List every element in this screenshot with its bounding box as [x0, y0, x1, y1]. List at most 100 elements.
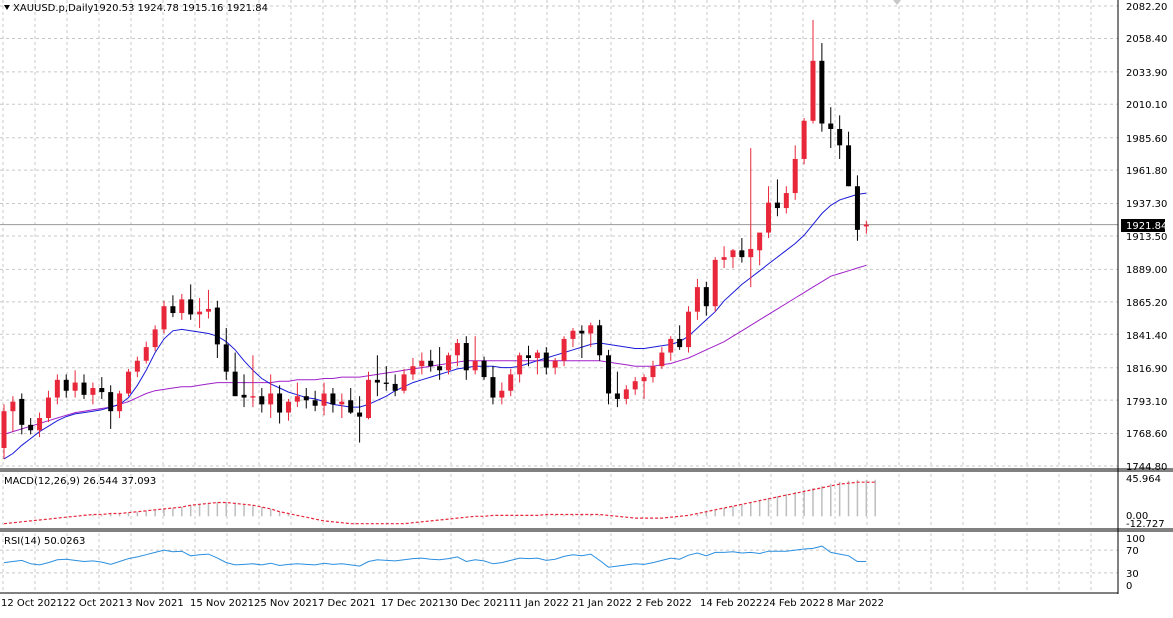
candle-body	[668, 338, 674, 353]
dropdown-triangle-icon[interactable]	[4, 5, 10, 10]
candle-body	[277, 393, 283, 413]
candle-body	[854, 186, 860, 230]
candle-body	[179, 299, 185, 314]
candle-body	[499, 390, 505, 398]
price-tick: 1961.80	[1126, 166, 1167, 177]
candles	[1, 19, 869, 459]
candle-body	[241, 394, 247, 398]
candle-body	[321, 393, 327, 406]
candle-body	[463, 343, 469, 371]
candle-body	[330, 393, 336, 405]
candle-body	[712, 259, 718, 307]
time-tick: 25 Nov 2021	[254, 598, 318, 609]
candle-body	[108, 392, 114, 412]
rsi-label: RSI(14) 50.0263	[4, 536, 85, 547]
candle-body	[739, 250, 745, 258]
chart-frame	[0, 0, 1173, 594]
price-tick: 2058.40	[1126, 34, 1167, 45]
ma-fast-line	[3, 192, 867, 460]
candle-body	[303, 396, 309, 401]
candle-body	[526, 355, 532, 359]
candle-body	[517, 355, 523, 375]
candle-body	[446, 355, 451, 371]
candle-body	[588, 325, 594, 334]
price-tick: 1985.60	[1126, 134, 1167, 145]
price-tick: 1816.90	[1126, 364, 1167, 375]
candle-body	[677, 338, 683, 348]
candle-body	[99, 388, 105, 393]
candle-body	[543, 352, 549, 368]
time-tick: 30 Dec 2021	[445, 598, 509, 609]
candle-body	[232, 371, 238, 397]
candle-body	[250, 396, 256, 398]
candle-body	[45, 397, 51, 419]
ohlc-values: 1920.53 1924.78 1915.16 1921.84	[93, 3, 268, 14]
candle-body	[437, 366, 443, 371]
macd-axis-bottom: -12.727	[1126, 519, 1165, 530]
price-tick: 2033.90	[1126, 68, 1167, 79]
candle-body	[703, 287, 709, 307]
macd-signal-line	[3, 481, 876, 525]
candle-body	[339, 401, 345, 405]
chart-shift-icon[interactable]	[893, 0, 901, 5]
time-tick: 24 Feb 2022	[763, 598, 825, 609]
candle-body	[357, 412, 363, 417]
candle-body	[125, 371, 131, 394]
candle-body	[579, 330, 585, 334]
candle-body	[623, 389, 629, 399]
macd-panel	[3, 479, 876, 525]
candle-body	[597, 325, 603, 356]
candle-body	[143, 347, 149, 361]
candle-body	[730, 250, 736, 258]
candle-body	[757, 232, 763, 251]
candle-body	[774, 202, 780, 209]
rsi-panel	[3, 545, 867, 568]
price-tick: 1865.20	[1126, 298, 1167, 309]
candle-body	[570, 330, 576, 339]
ma-slow-line	[3, 264, 867, 435]
candle-body	[614, 393, 620, 399]
macd-axis-zero: 0.00	[1126, 511, 1148, 522]
ma-slow-path	[3, 264, 867, 435]
candle-body	[348, 400, 354, 413]
candle-body	[863, 224, 869, 227]
candle-body	[63, 379, 69, 391]
candle-body	[10, 401, 16, 412]
time-tick: 8 Mar 2022	[827, 598, 884, 609]
candle-body	[686, 311, 692, 348]
candle-body	[481, 360, 487, 378]
candle-body	[365, 379, 371, 419]
candle-body	[561, 338, 567, 361]
time-tick: 21 Jan 2022	[572, 598, 632, 609]
time-tick: 17 Dec 2021	[381, 598, 445, 609]
macd-label: MACD(12,26,9) 26.544 37.093	[4, 476, 156, 487]
macd-axis-top: 45.964	[1126, 474, 1161, 485]
candle-body	[259, 396, 265, 405]
candle-body	[197, 311, 203, 315]
candle-body	[214, 307, 220, 345]
candle-body	[134, 360, 140, 372]
candle-body	[641, 377, 647, 382]
candle-body	[837, 128, 843, 146]
candle-body	[268, 393, 274, 405]
candle-body	[419, 360, 425, 367]
candle-body	[54, 379, 60, 398]
symbol-label: XAUUSD.p,Daily	[13, 3, 93, 14]
candle-body	[37, 418, 43, 431]
ma-fast-path	[3, 192, 867, 460]
candle-body	[152, 329, 158, 348]
candle-body	[490, 377, 496, 398]
time-tick: 3 Nov 2021	[126, 598, 184, 609]
candle-body	[472, 360, 478, 371]
grid	[0, 0, 1118, 590]
candle-body	[223, 344, 229, 372]
candle-body	[81, 382, 87, 395]
price-tick: 1841.40	[1126, 331, 1167, 342]
candle-body	[72, 382, 78, 391]
candle-body	[846, 145, 852, 187]
rsi-level-30: 30	[1126, 569, 1139, 580]
candle-body	[828, 123, 834, 129]
price-tick: 1937.30	[1126, 199, 1167, 210]
